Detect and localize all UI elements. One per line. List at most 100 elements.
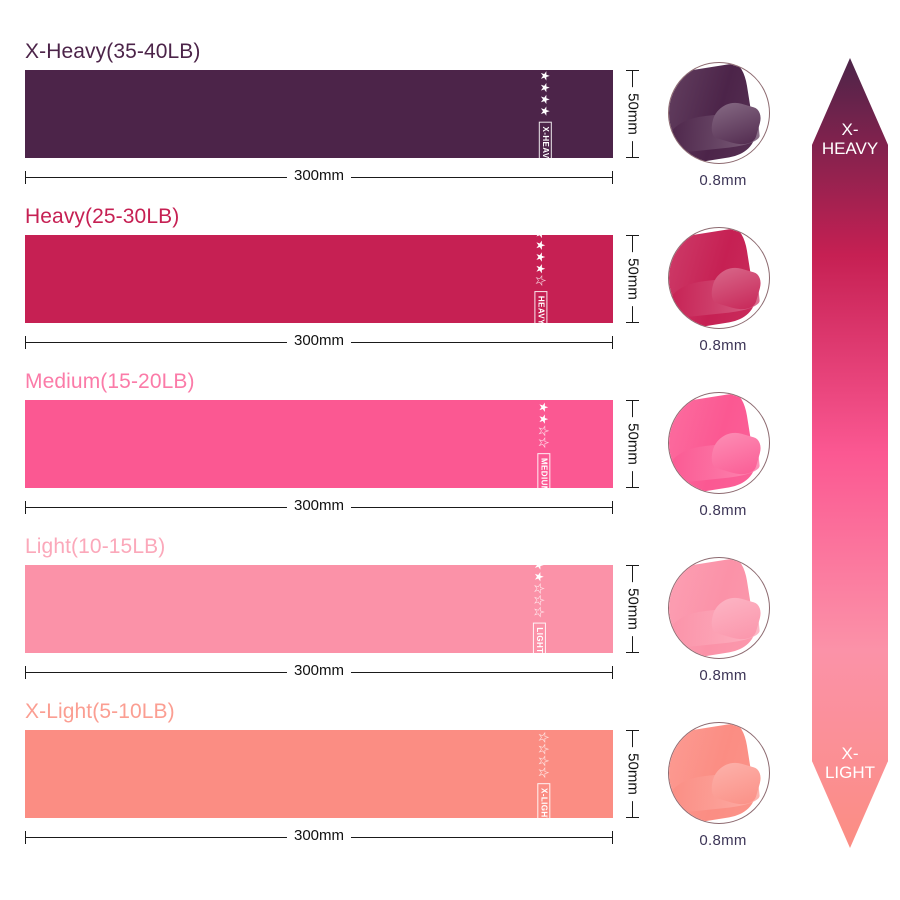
dimension-cap-right <box>612 831 613 844</box>
band-marking-medium: ★ ★ ★ ★ ★ MEDIUM <box>536 390 552 498</box>
star-empty-icon: ★ <box>532 606 547 618</box>
star-empty-icon: ★ <box>533 275 549 286</box>
star-empty-icon: ★ <box>536 767 552 779</box>
length-dimension-label: 300mm <box>286 331 352 351</box>
thickness-circle-x-light <box>668 722 770 824</box>
band-title-medium: Medium(15-20LB) <box>25 370 195 393</box>
dimension-cap-right <box>612 501 613 514</box>
thickness-label-light: 0.8mm <box>699 667 747 684</box>
star-rating-light: ★ ★ ★ ★ ★ <box>532 559 547 618</box>
star-empty-icon: ★ <box>532 583 547 594</box>
star-empty-icon: ★ <box>532 594 547 606</box>
band-tag-light: LIGHT <box>532 622 546 659</box>
dimension-cap-left <box>25 501 26 514</box>
thickness-circle-heavy <box>668 227 770 329</box>
width-dimension-label: 50mm <box>624 417 642 471</box>
width-dimension-medium: 50mm <box>620 400 646 488</box>
star-filled-icon: ★ <box>536 401 551 413</box>
band-marking-x-heavy: ★ ★ ★ ★ ★ X-HEAVY <box>538 58 553 170</box>
thickness-inset-light: 0.8mm <box>668 557 778 684</box>
width-dimension-label: 50mm <box>624 747 642 801</box>
thickness-inset-x-light: 0.8mm <box>668 722 778 849</box>
star-rating-heavy: ★ ★ ★ ★ ★ <box>533 228 549 286</box>
star-filled-icon: ★ <box>533 263 548 275</box>
dimension-cap-bottom <box>626 817 639 818</box>
thickness-inset-x-heavy: 0.8mm <box>668 62 778 189</box>
width-dimension-label: 50mm <box>624 252 642 306</box>
thickness-circle-x-heavy <box>668 62 770 164</box>
width-dimension-heavy: 50mm <box>620 235 646 323</box>
length-dimension-x-light: 300mm <box>25 826 613 848</box>
dimension-cap-bottom <box>626 652 639 653</box>
star-filled-icon: ★ <box>538 82 553 93</box>
dimension-cap-right <box>612 171 613 184</box>
band-tag-heavy: HEAVY <box>534 290 548 330</box>
star-filled-icon: ★ <box>538 58 553 70</box>
star-rating-x-heavy: ★ ★ ★ ★ ★ <box>538 58 553 117</box>
arrow-label-bottom: X- LIGHT <box>812 744 888 782</box>
star-filled-icon: ★ <box>536 413 551 425</box>
thickness-circle-light <box>668 557 770 659</box>
star-filled-icon: ★ <box>538 105 553 117</box>
band-tag-medium: MEDIUM <box>537 452 551 498</box>
band-title-light: Light(10-15LB) <box>25 535 166 558</box>
dimension-cap-top <box>626 565 639 566</box>
star-filled-icon: ★ <box>532 559 547 571</box>
arrow-label-top-line2: HEAVY <box>821 139 879 159</box>
star-empty-icon: ★ <box>536 425 552 437</box>
band-swatch-x-light: ★ ★ ★ ★ ★ X-LIGHT <box>25 720 613 828</box>
length-dimension-label: 300mm <box>286 826 352 846</box>
dimension-cap-top <box>626 70 639 71</box>
width-dimension-x-light: 50mm <box>620 730 646 818</box>
star-rating-x-light: ★ ★ ★ ★ ★ <box>536 720 552 779</box>
dimension-cap-top <box>626 400 639 401</box>
dimension-cap-bottom <box>626 487 639 488</box>
dimension-cap-left <box>25 831 26 844</box>
dimension-cap-left <box>25 336 26 349</box>
thickness-label-x-light: 0.8mm <box>699 832 747 849</box>
length-dimension-medium: 300mm <box>25 496 613 518</box>
star-empty-icon: ★ <box>536 755 552 767</box>
band-title-heavy: Heavy(25-30LB) <box>25 205 180 228</box>
thickness-inset-heavy: 0.8mm <box>668 227 778 354</box>
arrow-gradient-body <box>812 58 888 848</box>
star-filled-icon: ★ <box>533 228 548 239</box>
thickness-label-heavy: 0.8mm <box>699 337 747 354</box>
dimension-cap-right <box>612 336 613 349</box>
star-rating-medium: ★ ★ ★ ★ ★ <box>536 390 552 448</box>
band-swatch-heavy: ★ ★ ★ ★ ★ HEAVY <box>25 228 613 330</box>
star-filled-icon: ★ <box>533 251 548 263</box>
dimension-cap-left <box>25 666 26 679</box>
band-swatch-light: ★ ★ ★ ★ ★ LIGHT <box>25 560 613 659</box>
length-dimension-label: 300mm <box>286 496 352 516</box>
band-marking-heavy: ★ ★ ★ ★ ★ HEAVY <box>533 228 549 330</box>
band-tag-x-light: X-LIGHT <box>537 783 551 828</box>
resistance-scale-arrow: X- HEAVY X- LIGHT <box>812 58 888 848</box>
star-filled-icon: ★ <box>538 93 553 105</box>
arrow-label-bottom-line2: LIGHT <box>824 762 876 782</box>
length-dimension-heavy: 300mm <box>25 331 613 353</box>
length-dimension-light: 300mm <box>25 661 613 683</box>
band-title-x-heavy: X-Heavy(35-40LB) <box>25 40 201 63</box>
star-filled-icon: ★ <box>536 720 551 731</box>
band-tag-x-heavy: X-HEAVY <box>538 121 552 170</box>
star-empty-icon: ★ <box>536 731 552 743</box>
dimension-cap-bottom <box>626 322 639 323</box>
length-dimension-x-heavy: 300mm <box>25 166 613 188</box>
thickness-label-medium: 0.8mm <box>699 502 747 519</box>
arrow-label-bottom-line1: X- <box>841 743 859 763</box>
width-dimension-label: 50mm <box>624 582 642 636</box>
star-filled-icon: ★ <box>538 70 553 82</box>
star-empty-icon: ★ <box>536 743 552 755</box>
band-swatch-x-heavy: ★ ★ ★ ★ ★ X-HEAVY <box>25 59 613 170</box>
width-dimension-label: 50mm <box>624 87 642 141</box>
band-swatch-medium: ★ ★ ★ ★ ★ MEDIUM <box>25 390 613 498</box>
dimension-cap-bottom <box>626 157 639 158</box>
dimension-cap-left <box>25 171 26 184</box>
thickness-circle-medium <box>668 392 770 494</box>
band-marking-light: ★ ★ ★ ★ ★ LIGHT <box>532 559 547 659</box>
width-dimension-x-heavy: 50mm <box>620 70 646 158</box>
width-dimension-light: 50mm <box>620 565 646 653</box>
star-empty-icon: ★ <box>536 437 552 448</box>
